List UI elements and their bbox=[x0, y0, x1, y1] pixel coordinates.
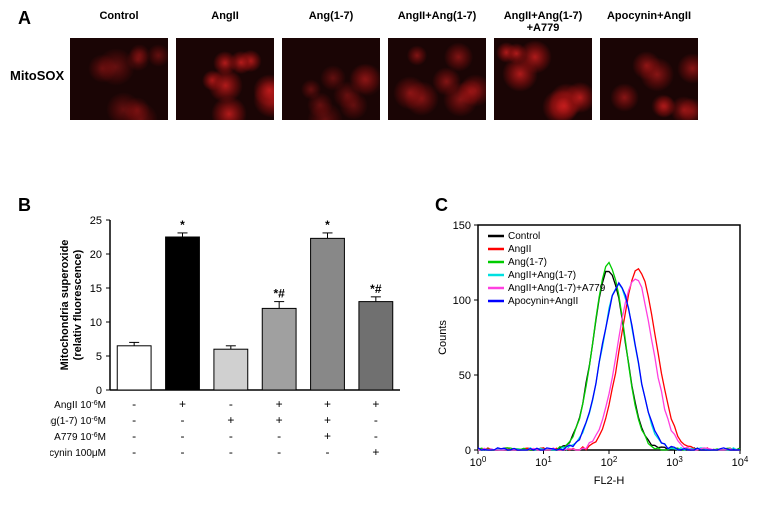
panel-a-label: A bbox=[18, 8, 31, 29]
panel-b-container: 0 5 10 15 20 25 Mitochondria superoxide(relati… bbox=[50, 210, 410, 510]
bar bbox=[262, 308, 296, 390]
svg-text:+: + bbox=[227, 413, 234, 427]
svg-text:+: + bbox=[324, 413, 331, 427]
bar bbox=[166, 237, 200, 390]
svg-text:-: - bbox=[181, 429, 185, 443]
svg-text:20: 20 bbox=[90, 249, 102, 261]
legend-label: AngII+Ang(1-7)+A779 bbox=[508, 283, 606, 294]
image-column-label: Ang(1-7) bbox=[282, 10, 380, 34]
svg-text:A779 10-6M: A779 10-6M bbox=[54, 432, 106, 444]
svg-text:+: + bbox=[276, 413, 283, 427]
svg-text:AngII 10-6M: AngII 10-6M bbox=[54, 400, 106, 412]
legend-label: Apocynin+AngII bbox=[508, 296, 578, 307]
svg-text:-: - bbox=[229, 397, 233, 411]
bar bbox=[359, 302, 393, 390]
bar-chart: 0 5 10 15 20 25 Mitochondria superoxide(relati… bbox=[50, 210, 410, 510]
svg-text:10: 10 bbox=[90, 317, 102, 329]
panel-c-container: 0 50 100 150 100 101 102 103 104 FL2-H Counts Contr… bbox=[430, 215, 750, 495]
image-column-label: AngII+Ang(1-7) bbox=[388, 10, 486, 34]
svg-text:Ang(1-7) 10-6M: Ang(1-7) 10-6M bbox=[50, 416, 106, 428]
svg-text:Counts: Counts bbox=[437, 320, 449, 355]
svg-text:+: + bbox=[372, 445, 379, 459]
microscopy-image bbox=[494, 38, 592, 120]
image-column-label: AngII bbox=[176, 10, 274, 34]
svg-text:*#: *# bbox=[370, 282, 382, 296]
svg-text:-: - bbox=[181, 413, 185, 427]
svg-text:25: 25 bbox=[90, 215, 102, 227]
svg-text:*: * bbox=[180, 218, 185, 232]
microscopy-image bbox=[388, 38, 486, 120]
svg-text:5: 5 bbox=[96, 351, 102, 363]
svg-text:100: 100 bbox=[453, 295, 471, 307]
svg-text:104: 104 bbox=[732, 455, 749, 470]
microscopy-image bbox=[70, 38, 168, 120]
panel-a-container: Control AngII Ang(1-7) AngII+Ang(1-7) AngII+… bbox=[70, 10, 750, 120]
svg-text:+: + bbox=[324, 429, 331, 443]
flow-histogram: 0 50 100 150 100 101 102 103 104 FL2-H Counts Contr… bbox=[430, 215, 750, 495]
svg-text:-: - bbox=[132, 445, 136, 459]
legend-label: AngII+Ang(1-7) bbox=[508, 270, 576, 281]
mitosox-label: MitoSOX bbox=[10, 68, 64, 83]
svg-text:-: - bbox=[181, 445, 185, 459]
svg-text:0: 0 bbox=[465, 445, 471, 457]
image-column-label: Apocynin+AngII bbox=[600, 10, 698, 34]
svg-text:FL2-H: FL2-H bbox=[594, 475, 625, 487]
histogram-curve bbox=[478, 284, 740, 450]
panel-a-headers: Control AngII Ang(1-7) AngII+Ang(1-7) AngII+… bbox=[70, 10, 750, 34]
svg-text:-: - bbox=[132, 429, 136, 443]
svg-text:-: - bbox=[277, 429, 281, 443]
svg-text:Apocynin 100μM: Apocynin 100μM bbox=[50, 448, 106, 459]
svg-text:*#: *# bbox=[273, 287, 285, 301]
legend-label: Ang(1-7) bbox=[508, 257, 547, 268]
svg-text:+: + bbox=[276, 397, 283, 411]
panel-c-label: C bbox=[435, 195, 448, 216]
panel-b-label: B bbox=[18, 195, 31, 216]
image-column-label: Control bbox=[70, 10, 168, 34]
svg-text:102: 102 bbox=[601, 455, 618, 470]
svg-text:-: - bbox=[374, 429, 378, 443]
svg-text:101: 101 bbox=[535, 455, 552, 470]
svg-text:15: 15 bbox=[90, 283, 102, 295]
svg-text:-: - bbox=[229, 429, 233, 443]
microscopy-image bbox=[600, 38, 698, 120]
microscopy-image bbox=[282, 38, 380, 120]
legend-label: Control bbox=[508, 231, 540, 242]
svg-text:+: + bbox=[179, 397, 186, 411]
image-column-label: AngII+Ang(1-7)+A779 bbox=[494, 10, 592, 34]
svg-text:-: - bbox=[132, 413, 136, 427]
svg-text:100: 100 bbox=[470, 455, 487, 470]
bar bbox=[214, 349, 248, 390]
microscopy-image bbox=[176, 38, 274, 120]
svg-text:-: - bbox=[326, 445, 330, 459]
svg-text:-: - bbox=[229, 445, 233, 459]
svg-text:150: 150 bbox=[453, 220, 471, 232]
svg-text:0: 0 bbox=[96, 385, 102, 397]
bar bbox=[311, 238, 345, 390]
legend-label: AngII bbox=[508, 244, 531, 255]
svg-text:(relativ fluorescence): (relativ fluorescence) bbox=[72, 249, 84, 360]
svg-text:-: - bbox=[374, 413, 378, 427]
svg-text:+: + bbox=[324, 397, 331, 411]
svg-text:*: * bbox=[325, 218, 330, 232]
bar bbox=[117, 346, 151, 390]
svg-text:+: + bbox=[372, 397, 379, 411]
svg-text:103: 103 bbox=[666, 455, 683, 470]
svg-text:-: - bbox=[132, 397, 136, 411]
svg-text:-: - bbox=[277, 445, 281, 459]
svg-text:50: 50 bbox=[459, 370, 471, 382]
panel-a-images bbox=[70, 38, 750, 120]
svg-text:Mitochondria superoxide: Mitochondria superoxide bbox=[59, 240, 71, 371]
